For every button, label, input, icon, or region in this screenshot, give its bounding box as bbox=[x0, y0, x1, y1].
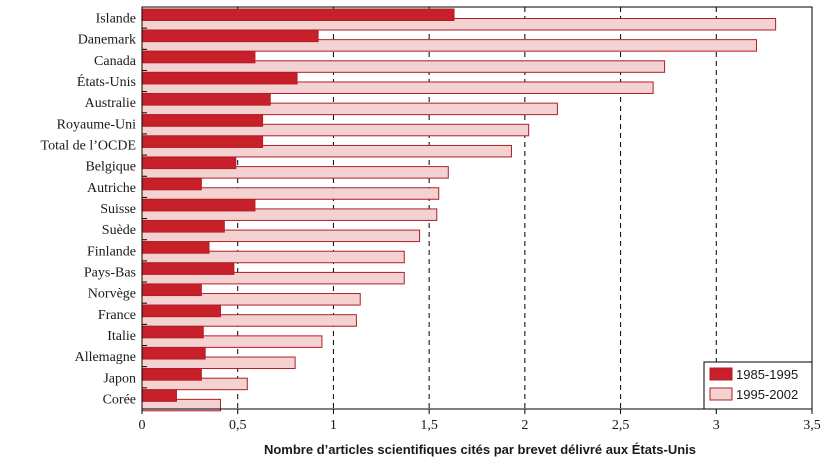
bar-1985-1995 bbox=[141, 177, 202, 191]
category-label: Suède bbox=[102, 223, 136, 238]
bar-1985-1995 bbox=[141, 71, 298, 85]
legend-swatch bbox=[709, 387, 733, 401]
category-label: Italie bbox=[107, 329, 136, 344]
category-label: Belgique bbox=[85, 160, 136, 175]
bar-1985-1995 bbox=[141, 241, 210, 254]
category-label: Finlande bbox=[87, 244, 136, 259]
x-axis-title: Nombre d’articles scientifiques cités pa… bbox=[264, 442, 696, 457]
category-label: Autriche bbox=[87, 181, 136, 196]
x-axis: 0 0,5 1 1,5 2 2,5 3 3,5 bbox=[139, 6, 821, 433]
bar-1985-1995 bbox=[141, 347, 206, 360]
category-label: Allemagne bbox=[75, 350, 136, 365]
category-label: Royaume-Uni bbox=[57, 117, 136, 132]
bar-1985-1995 bbox=[141, 368, 202, 381]
x-tick-label: 2 bbox=[521, 418, 528, 433]
x-tick-label: 1,5 bbox=[420, 418, 438, 433]
bar-1985-1995 bbox=[141, 325, 204, 339]
bar-1985-1995 bbox=[141, 135, 264, 148]
bar-1985-1995 bbox=[141, 389, 177, 402]
plot-frame bbox=[141, 6, 813, 410]
category-labels: Islande Danemark Canada États-Unis Australie… bbox=[41, 12, 137, 408]
category-label: Corée bbox=[103, 392, 136, 407]
x-tick-label: 1 bbox=[330, 418, 337, 433]
bar-1985-1995 bbox=[141, 220, 225, 233]
category-label: Pays-Bas bbox=[84, 265, 136, 280]
category-label: Suisse bbox=[100, 202, 136, 217]
category-label: Japon bbox=[103, 371, 136, 386]
bar-1985-1995 bbox=[141, 8, 455, 21]
bar-1985-1995 bbox=[141, 262, 235, 275]
bar-1985-1995 bbox=[141, 198, 256, 212]
bar-1985-1995 bbox=[141, 93, 271, 106]
legend-label: 1985-1995 bbox=[736, 367, 798, 382]
bar-1985-1995 bbox=[141, 156, 237, 170]
bars bbox=[141, 8, 777, 412]
bar-1985-1995 bbox=[141, 283, 202, 297]
legend-label: 1995-2002 bbox=[736, 387, 798, 402]
category-label: Islande bbox=[96, 12, 136, 27]
category-label: États-Unis bbox=[77, 73, 136, 90]
bar-1985-1995 bbox=[141, 304, 221, 318]
x-tick-label: 0,5 bbox=[229, 418, 247, 433]
x-tick-label: 3 bbox=[713, 418, 720, 433]
category-label: Total de l’OCDE bbox=[41, 139, 136, 154]
bar-1985-1995 bbox=[141, 29, 319, 43]
bar-1985-1995 bbox=[141, 50, 256, 64]
category-label: France bbox=[98, 308, 136, 323]
category-label: Danemark bbox=[78, 33, 136, 48]
category-label: Canada bbox=[94, 54, 137, 69]
x-tick-label: 3,5 bbox=[803, 418, 821, 433]
legend: 1985-1995 1995-2002 bbox=[703, 361, 813, 410]
x-tick-label: 0 bbox=[139, 418, 146, 433]
x-tick-label: 2,5 bbox=[612, 418, 630, 433]
legend-swatch bbox=[709, 367, 733, 381]
category-label: Norvège bbox=[88, 287, 136, 302]
category-label: Australie bbox=[85, 96, 136, 111]
bar-1985-1995 bbox=[141, 114, 264, 127]
